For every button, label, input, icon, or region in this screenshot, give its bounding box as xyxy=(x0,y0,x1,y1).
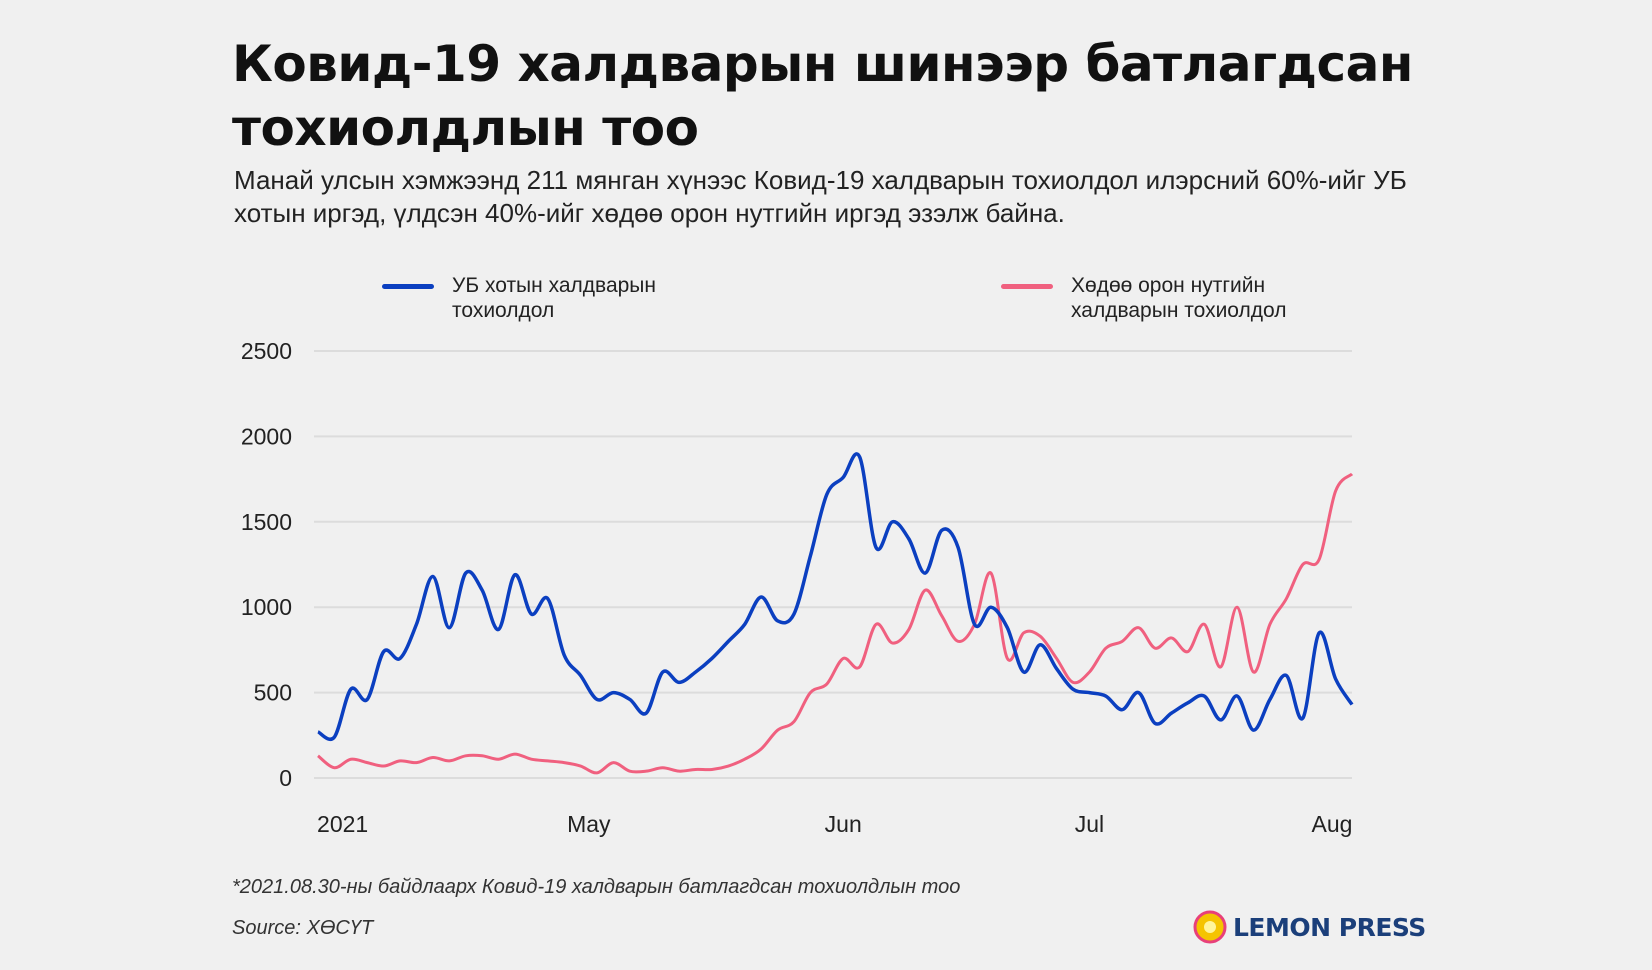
legend-swatch-countryside xyxy=(1001,284,1053,289)
series-line xyxy=(317,452,1354,742)
y-axis-ticks: 0 500 1000 1500 2000 2500 xyxy=(241,338,292,791)
y-tick-label: 2000 xyxy=(241,423,292,449)
legend-label-ub: УБ хотын халдварын тохиолдол xyxy=(452,274,657,322)
x-axis-ticks: 2021 May Jun Jul Aug xyxy=(317,811,1352,837)
x-tick-label: Jun xyxy=(825,811,862,837)
series-line xyxy=(317,472,1354,775)
lemon-icon xyxy=(1193,910,1227,944)
source-note: Source: ХӨСҮТ xyxy=(232,917,374,939)
x-tick-label: May xyxy=(567,811,611,837)
legend-swatch-ub xyxy=(382,284,434,289)
x-tick-label: 2021 xyxy=(317,811,368,837)
y-tick-label: 1000 xyxy=(241,594,292,620)
series-lines xyxy=(317,452,1354,775)
chart-title: Ковид-19 халдварын шинээр батлагдсан тох… xyxy=(232,35,1413,157)
x-tick-label: Jul xyxy=(1075,811,1104,837)
chart-subtitle: Манай улсын хэмжээнд 211 мянган хүнээс К… xyxy=(234,165,1407,228)
y-tick-label: 0 xyxy=(279,765,292,791)
legend-label-countryside: Хөдөө орон нутгийн халдварын тохиолдол xyxy=(1071,274,1287,322)
x-tick-label: Aug xyxy=(1312,811,1353,837)
y-tick-label: 1500 xyxy=(241,509,292,535)
lemon-press-logo: LEMON PRESS xyxy=(1193,910,1426,944)
legend-item-countryside: Хөдөө орон нутгийн халдварын тохиолдол xyxy=(1001,273,1331,323)
footnote: *2021.08.30-ны байдлаарх Ковид-19 халдва… xyxy=(232,876,961,898)
line-chart: 0 500 1000 1500 2000 2500 2021 May Jun Jul Aug xyxy=(241,338,1354,837)
y-tick-label: 500 xyxy=(254,680,292,706)
legend-item-ub: УБ хотын халдварын тохиолдол xyxy=(382,273,712,323)
y-tick-label: 2500 xyxy=(241,338,292,364)
gridlines xyxy=(314,350,1352,779)
logo-text: LEMON PRESS xyxy=(1233,912,1426,942)
